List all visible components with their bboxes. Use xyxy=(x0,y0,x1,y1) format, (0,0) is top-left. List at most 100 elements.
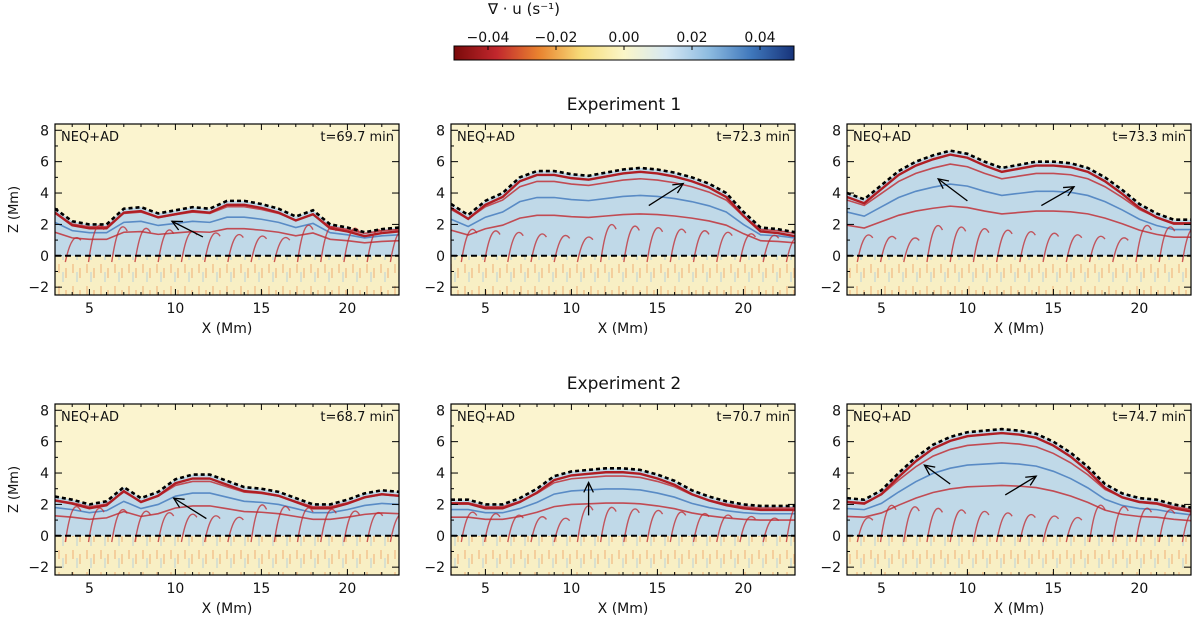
x-tick-label: 15 xyxy=(252,301,270,317)
panel-time: t=72.3 min xyxy=(716,130,790,145)
fibril xyxy=(785,506,795,543)
y-tick-label: 6 xyxy=(40,155,49,171)
y-tick-label: 8 xyxy=(832,123,841,139)
row-title-experiment-2: Experiment 2 xyxy=(567,374,681,394)
ionization-boundary xyxy=(847,149,1191,221)
y-tick-label: 8 xyxy=(436,123,445,139)
fibril xyxy=(1112,505,1129,543)
y-tick-label: −2 xyxy=(28,280,49,296)
compression-front xyxy=(451,170,795,238)
fibril xyxy=(250,235,268,263)
y-tick-label: 0 xyxy=(832,249,841,265)
y-tick-label: 2 xyxy=(832,217,841,233)
panel-label: NEQ+AD xyxy=(853,410,911,425)
panel-6: 5 10 15 20 −2 0 2 4 6 8 X (Mm) NEQ+AD t=74.7 min xyxy=(820,403,1192,617)
fibril xyxy=(903,237,920,263)
panel-4: 5 10 15 20 −2 0 2 4 6 8 X (Mm) Z (Mm) NEQ+AD t=68.7 m… xyxy=(7,403,400,617)
y-tick-label: 4 xyxy=(40,186,49,202)
y-tick-label: 2 xyxy=(40,217,49,233)
y-tick-label: 0 xyxy=(40,529,49,545)
colorbar-tick-label: 0.02 xyxy=(676,30,707,46)
shell-front xyxy=(55,492,399,514)
arrow xyxy=(583,480,594,516)
fibril xyxy=(1088,235,1106,263)
fibril xyxy=(903,506,920,543)
colorbar-tick-label: −0.04 xyxy=(467,30,510,46)
fibril xyxy=(530,516,548,543)
x-axis-label: X (Mm) xyxy=(994,601,1045,617)
ionization-boundary xyxy=(847,427,1191,509)
panel-1: 5 10 15 20 −2 0 2 4 6 8 X (Mm) Z (Mm) NEQ+AD t=69.7 m… xyxy=(7,123,400,337)
x-tick-label: 15 xyxy=(1044,581,1062,597)
ionization-boundary xyxy=(451,467,795,508)
x-axis-label: X (Mm) xyxy=(598,601,649,617)
y-tick-label: 8 xyxy=(436,403,445,419)
expansion-region xyxy=(451,468,795,536)
fibril xyxy=(762,517,780,543)
fibril xyxy=(599,223,617,263)
x-tick-label: 20 xyxy=(734,581,752,597)
y-tick-label: 4 xyxy=(40,466,49,482)
shell-front xyxy=(451,213,795,244)
y-tick-label: 8 xyxy=(832,403,841,419)
granulation-texture xyxy=(55,535,399,575)
fibril xyxy=(64,505,82,543)
fibril xyxy=(507,231,524,263)
fibril xyxy=(1042,232,1060,263)
fibril xyxy=(64,237,82,263)
granulation-texture xyxy=(55,255,399,295)
y-tick-label: 4 xyxy=(832,466,841,482)
x-tick-label: 15 xyxy=(648,581,666,597)
heatmap xyxy=(847,124,1191,295)
x-tick-label: 20 xyxy=(1130,581,1148,597)
fibril xyxy=(972,510,990,543)
arrow xyxy=(170,220,204,238)
arrow xyxy=(1041,186,1076,207)
heatmap xyxy=(55,124,399,295)
panel-label: NEQ+AD xyxy=(457,130,515,145)
colorbar-ticks: −0.04 −0.02 0.00 0.02 0.04 xyxy=(467,30,776,50)
y-tick-label: 4 xyxy=(436,186,445,202)
ionization-boundary xyxy=(55,199,399,234)
y-axis-label: Z (Mm) xyxy=(7,466,22,513)
panel-time: t=74.7 min xyxy=(1112,410,1186,425)
fibril xyxy=(111,508,128,543)
arrow xyxy=(648,182,685,207)
fibril xyxy=(1065,516,1083,543)
shell-front xyxy=(55,216,399,239)
granulation-texture xyxy=(451,255,795,295)
fibril xyxy=(785,237,795,263)
x-axis-label: X (Mm) xyxy=(598,321,649,337)
arrow xyxy=(172,497,207,520)
x-tick-label: 15 xyxy=(1044,301,1062,317)
granulation-texture xyxy=(847,535,1191,575)
x-tick-label: 15 xyxy=(252,581,270,597)
shell-front xyxy=(847,163,1191,224)
panel-2: 5 10 15 20 −2 0 2 4 6 8 X (Mm) NEQ+AD t=72.3 min xyxy=(424,123,796,337)
arrow xyxy=(1004,475,1038,496)
y-tick-label: 2 xyxy=(436,217,445,233)
x-tick-label: 20 xyxy=(734,301,752,317)
fibril xyxy=(576,236,594,263)
x-tick-label: 10 xyxy=(166,301,184,317)
shell-front xyxy=(847,205,1191,238)
colorbar-tick-label: 0.04 xyxy=(744,30,775,46)
panel-label: NEQ+AD xyxy=(61,130,119,145)
y-tick-label: 8 xyxy=(40,123,49,139)
expansion-region xyxy=(847,150,1191,256)
x-tick-label: 10 xyxy=(958,301,976,317)
x-axis-label: X (Mm) xyxy=(202,601,253,617)
fibril xyxy=(320,225,337,263)
shell-front xyxy=(55,505,399,521)
fibril xyxy=(389,231,399,263)
fibril xyxy=(111,226,128,263)
fibril xyxy=(87,224,105,263)
x-tick-label: 5 xyxy=(877,301,886,317)
shell-front xyxy=(847,183,1191,231)
y-tick-label: −2 xyxy=(424,560,445,576)
panel-3: 5 10 15 20 −2 0 2 4 6 8 X (Mm) NEQ+AD t=73.3 min xyxy=(820,123,1192,337)
fibril xyxy=(507,514,524,543)
panel-label: NEQ+AD xyxy=(457,410,515,425)
x-tick-label: 15 xyxy=(648,301,666,317)
